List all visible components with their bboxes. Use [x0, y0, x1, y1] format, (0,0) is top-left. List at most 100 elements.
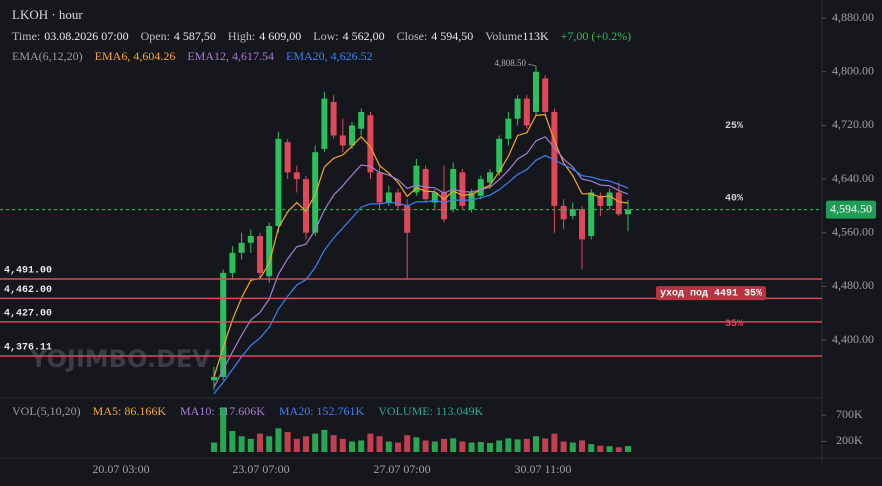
vol-tick-label: 200K	[836, 433, 863, 447]
volume-bar	[579, 440, 585, 452]
volume-bar	[413, 437, 420, 452]
volume-bar	[431, 441, 438, 452]
high-label: 4,808.50	[495, 58, 527, 68]
info-label: High:	[228, 29, 255, 43]
candle-body	[431, 192, 438, 203]
candle-body	[312, 152, 319, 233]
candle-body	[395, 192, 401, 206]
watermark: YOJIMBO.DEV	[29, 345, 211, 373]
volume-bar	[477, 442, 484, 452]
candle-body	[487, 172, 493, 183]
info-label: Low:	[313, 29, 338, 43]
volume-bar	[395, 442, 401, 452]
volume-bar	[339, 438, 346, 452]
volume-bar	[441, 438, 447, 452]
price-pane	[211, 66, 631, 395]
candle-body	[569, 209, 576, 216]
candle-body	[496, 138, 503, 173]
volume-bar	[505, 438, 512, 452]
volume-bar	[450, 438, 457, 452]
level-label: 4,491.00	[4, 266, 52, 277]
volume-bar	[330, 435, 337, 452]
info-label: Volume	[485, 29, 522, 43]
ema-title: EMA(6,12,20)	[12, 49, 83, 63]
info-value: 4 594,50	[431, 29, 473, 43]
ema-line	[213, 136, 629, 388]
candle-body	[477, 179, 484, 196]
volume-bar	[560, 441, 567, 452]
candle-body	[293, 172, 300, 180]
projection-label: 40%	[725, 193, 743, 204]
vol-legend-entry: MA5: 86.166K	[93, 404, 167, 418]
high-marker	[527, 63, 537, 67]
candle-body	[404, 205, 411, 233]
volume-bar	[385, 441, 392, 452]
volume-bar	[625, 446, 631, 452]
volume-bar	[211, 442, 217, 452]
y-tick-label: 4,400.00	[832, 332, 874, 346]
candle-body	[367, 115, 374, 173]
volume-bar	[312, 433, 319, 452]
last-price-label: 4,594.50	[830, 201, 872, 215]
volume-bar	[588, 444, 595, 452]
info-label: Close:	[397, 29, 428, 43]
candle-body	[376, 172, 383, 203]
volume-bar	[238, 436, 245, 452]
volume-bar	[597, 445, 604, 452]
candle-body	[211, 376, 217, 381]
x-tick-label: 20.07 03:00	[92, 462, 149, 476]
vol-title: VOL(5,10,20)	[12, 404, 81, 418]
level-label: 4,376.11	[4, 343, 52, 354]
volume-bar	[459, 441, 466, 452]
volume-bar	[284, 432, 291, 452]
legend-entry: EMA6, 4,604.26	[95, 49, 176, 63]
candle-body	[588, 192, 595, 237]
candle-body	[597, 195, 604, 206]
candle-body	[284, 142, 291, 173]
info-label: Time:	[12, 29, 40, 43]
candle-body	[413, 165, 420, 193]
candle-body	[220, 272, 227, 377]
info-value: 03.08.2026 07:00	[44, 29, 128, 43]
volume-bar	[615, 447, 622, 452]
projection-label: 25%	[725, 121, 743, 132]
volume-bar	[367, 433, 374, 452]
volume-bar	[247, 438, 254, 452]
change-value: +7,00 (+0.2%)	[561, 29, 632, 43]
y-tick-label: 4,720.00	[832, 117, 874, 131]
projection-label: 35%	[725, 319, 743, 330]
volume-bar	[496, 440, 503, 452]
candle-body	[266, 226, 273, 277]
info-label: Open:	[141, 29, 170, 43]
volume-bar	[606, 446, 613, 452]
volume-bar	[523, 438, 530, 452]
level-label: 4,462.00	[4, 285, 52, 296]
candle-body	[625, 209, 631, 215]
volume-bar	[404, 435, 411, 452]
candle-body	[229, 252, 236, 273]
candle-body	[238, 242, 245, 253]
volume-bar	[275, 428, 282, 452]
volume-bar	[487, 443, 493, 452]
candle-body	[257, 236, 263, 273]
volume-bar	[358, 440, 365, 452]
x-tick-label: 23.07 07:00	[232, 462, 289, 476]
y-tick-label: 4,480.00	[832, 278, 874, 292]
candle-body	[468, 192, 475, 210]
vol-tick-label: 700K	[836, 407, 863, 421]
info-value: 4 562,00	[343, 29, 385, 43]
y-tick-label: 4,640.00	[832, 171, 874, 185]
volume-bar	[514, 439, 521, 452]
x-tick-label: 27.07 07:00	[373, 462, 430, 476]
last-price-box	[826, 200, 876, 219]
candle-body	[422, 168, 429, 200]
y-tick-label: 4,800.00	[832, 64, 874, 78]
ema-line	[213, 154, 629, 395]
candle-body	[551, 111, 558, 206]
volume-bar	[220, 407, 227, 452]
volume-bar	[422, 440, 429, 452]
volume-bar	[551, 433, 558, 452]
candle-body	[349, 125, 355, 146]
candle-body	[303, 179, 309, 233]
